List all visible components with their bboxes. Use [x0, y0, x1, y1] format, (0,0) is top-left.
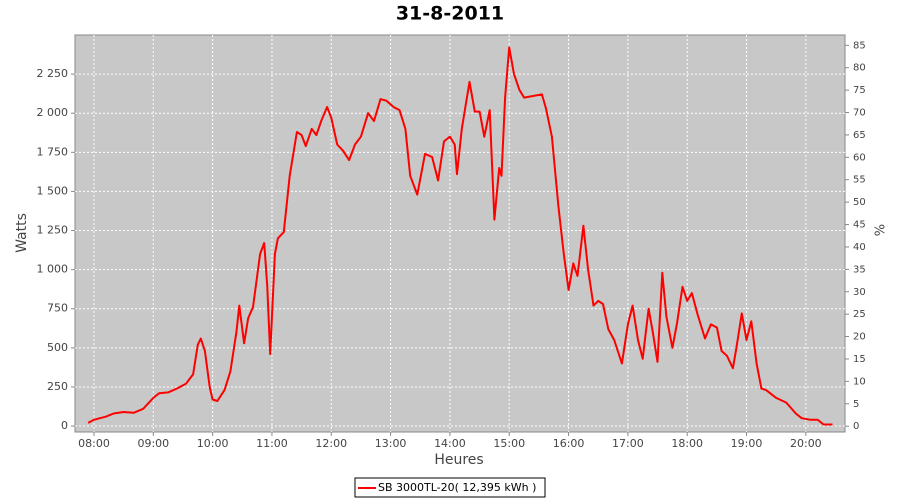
y2-tick-label: 45 — [853, 220, 866, 231]
y-tick-label: 250 — [47, 380, 68, 393]
y2-tick-label: 80 — [853, 63, 866, 74]
x-axis-label: Heures — [434, 452, 483, 468]
y2-tick-label: 0 — [853, 421, 859, 432]
x-tick-label: 17:00 — [612, 437, 644, 450]
y2-tick-label: 70 — [853, 108, 866, 119]
y2-tick-label: 60 — [853, 152, 866, 163]
x-tick-label: 11:00 — [256, 437, 288, 450]
y2-tick-label: 85 — [853, 40, 866, 51]
y2-tick-label: 25 — [853, 309, 866, 320]
x-tick-label: 19:00 — [731, 437, 763, 450]
legend — [354, 477, 546, 498]
y2-tick-label: 20 — [853, 332, 866, 343]
y2-axis-label: % — [874, 224, 889, 236]
y-tick-label: 750 — [47, 302, 68, 315]
y2-tick-label: 30 — [853, 287, 866, 298]
y-tick-label: 0 — [61, 419, 68, 432]
y2-tick-label: 65 — [853, 130, 866, 141]
chart-title: 31-8-2011 — [396, 3, 504, 25]
y-tick-label: 2 000 — [37, 106, 69, 119]
y2-tick-label: 10 — [853, 376, 866, 387]
y-tick-label: 1 750 — [37, 145, 69, 158]
x-tick-label: 12:00 — [315, 437, 347, 450]
y2-tick-label: 5 — [853, 399, 859, 410]
y2-tick-label: 15 — [853, 354, 866, 365]
x-tick-label: 09:00 — [137, 437, 169, 450]
x-tick-label: 15:00 — [493, 437, 525, 450]
y2-tick-label: 40 — [853, 242, 866, 253]
y2-tick-label: 35 — [853, 264, 866, 275]
x-tick-label: 08:00 — [78, 437, 110, 450]
x-tick-label: 10:00 — [197, 437, 229, 450]
y-tick-label: 1 500 — [37, 184, 69, 197]
y-axis-label: Watts — [14, 213, 30, 253]
y-tick-label: 500 — [47, 341, 68, 354]
x-tick-label: 16:00 — [553, 437, 585, 450]
plot-area — [74, 34, 846, 433]
y-tick-label: 1 000 — [37, 263, 69, 276]
legend-label: SB 3000TL-20( 12,395 kWh ) — [378, 481, 536, 494]
x-tick-label: 13:00 — [375, 437, 407, 450]
x-tick-label: 18:00 — [671, 437, 703, 450]
x-tick-label: 20:00 — [790, 437, 822, 450]
y-tick-label: 1 250 — [37, 224, 69, 237]
y-tick-label: 2 250 — [37, 67, 69, 80]
y2-tick-label: 55 — [853, 175, 866, 186]
y2-tick-label: 75 — [853, 85, 866, 96]
data-line — [87, 46, 833, 426]
x-tick-label: 14:00 — [434, 437, 466, 450]
y2-tick-label: 50 — [853, 197, 866, 208]
